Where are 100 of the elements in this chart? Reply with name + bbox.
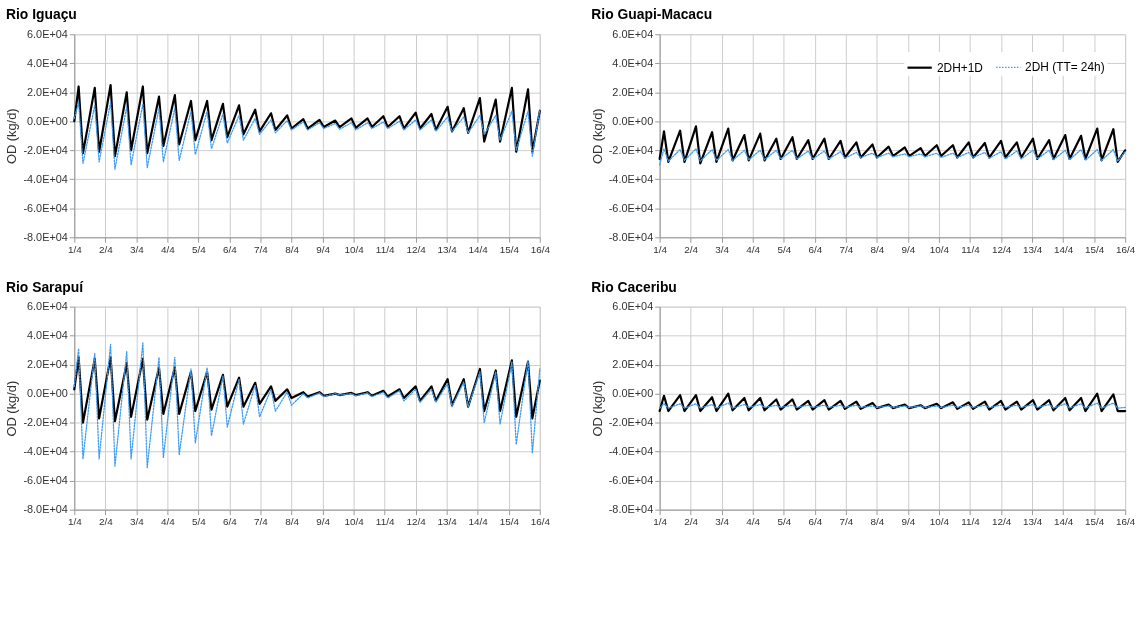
- y-tick-label: 6.0E+04: [27, 27, 68, 40]
- x-tick-label: 10/4: [929, 243, 950, 255]
- y-tick-label: 0.0E+00: [27, 387, 68, 400]
- y-tick-label: 6.0E+04: [27, 300, 68, 313]
- y-tick-label: -6.0E+04: [608, 201, 654, 214]
- y-tick-label: -2.0E+04: [23, 143, 68, 156]
- x-tick-label: 1/4: [67, 243, 83, 255]
- y-tick-label: 2.0E+04: [612, 85, 654, 98]
- y-tick-label: -8.0E+04: [23, 503, 68, 516]
- y-tick-label: 2.0E+04: [612, 358, 654, 371]
- x-tick-label: 16/4: [1116, 243, 1136, 255]
- x-tick-label: 14/4: [1053, 243, 1074, 255]
- x-tick-label: 9/4: [316, 243, 331, 255]
- x-tick-label: 12/4: [991, 243, 1012, 255]
- x-tick-label: 2/4: [684, 243, 699, 255]
- x-tick-label: 9/4: [901, 516, 916, 528]
- x-tick-label: 4/4: [161, 243, 176, 255]
- x-tick-label: 13/4: [437, 243, 458, 255]
- legend-label: 2DH (TT= 24h): [1025, 60, 1105, 75]
- x-tick-label: 12/4: [406, 243, 427, 255]
- x-tick-label: 6/4: [808, 516, 823, 528]
- y-tick-label: 0.0E+00: [612, 387, 654, 400]
- x-tick-label: 4/4: [746, 516, 761, 528]
- x-tick-label: 2/4: [98, 516, 114, 528]
- x-tick-label: 7/4: [254, 516, 269, 528]
- y-tick-label: 6.0E+04: [612, 27, 654, 40]
- legend-label: 2DH+1D: [936, 60, 983, 75]
- y-tick-label: 0.0E+00: [612, 114, 654, 127]
- x-tick-label: 9/4: [901, 243, 916, 255]
- x-tick-label: 3/4: [129, 243, 145, 255]
- x-tick-label: 6/4: [223, 516, 238, 528]
- x-tick-label: 7/4: [839, 516, 854, 528]
- x-tick-label: 13/4: [437, 516, 458, 528]
- y-axis-title: OD (kg/d): [589, 380, 605, 437]
- x-tick-label: 7/4: [839, 243, 854, 255]
- y-axis-title: OD (kg/d): [589, 108, 605, 165]
- x-tick-label: 13/4: [1022, 243, 1043, 255]
- y-tick-label: -6.0E+04: [23, 474, 68, 487]
- y-tick-label: -4.0E+04: [608, 172, 654, 185]
- x-tick-label: 3/4: [715, 243, 730, 255]
- x-tick-label: 16/4: [530, 243, 551, 255]
- x-tick-label: 15/4: [499, 243, 520, 255]
- y-tick-label: -6.0E+04: [608, 474, 654, 487]
- x-tick-label: 15/4: [1084, 243, 1105, 255]
- x-tick-label: 5/4: [777, 516, 792, 528]
- y-axis-title: OD (kg/d): [4, 380, 20, 437]
- x-tick-label: 1/4: [653, 516, 668, 528]
- x-tick-label: 3/4: [715, 516, 730, 528]
- x-tick-label: 4/4: [161, 516, 176, 528]
- x-tick-label: 8/4: [870, 243, 885, 255]
- x-tick-label: 2/4: [98, 243, 114, 255]
- y-tick-label: -8.0E+04: [608, 503, 654, 516]
- x-tick-label: 14/4: [468, 243, 489, 255]
- x-tick-label: 2/4: [684, 516, 699, 528]
- x-tick-label: 6/4: [223, 243, 238, 255]
- y-tick-label: 4.0E+04: [612, 56, 654, 69]
- x-tick-label: 11/4: [375, 516, 395, 528]
- x-tick-label: 15/4: [499, 516, 520, 528]
- chart-title: Rio Caceribu: [591, 278, 677, 295]
- y-axis-title: OD (kg/d): [4, 108, 20, 165]
- x-tick-label: 8/4: [285, 516, 300, 528]
- y-tick-label: -2.0E+04: [23, 416, 68, 429]
- y-tick-label: 6.0E+04: [612, 300, 654, 313]
- x-tick-label: 6/4: [808, 243, 823, 255]
- y-tick-label: -6.0E+04: [23, 201, 68, 214]
- x-tick-label: 1/4: [653, 243, 668, 255]
- y-tick-label: -2.0E+04: [608, 143, 654, 156]
- chart-title: Rio Sarapuí: [5, 278, 85, 295]
- x-tick-label: 10/4: [344, 243, 365, 255]
- x-tick-label: 10/4: [929, 516, 950, 528]
- x-tick-label: 9/4: [316, 516, 331, 528]
- x-tick-label: 11/4: [961, 516, 981, 528]
- x-tick-label: 4/4: [746, 243, 761, 255]
- x-tick-label: 5/4: [192, 516, 207, 528]
- x-tick-label: 13/4: [1022, 516, 1043, 528]
- chart-title: Rio Iguaçu: [5, 6, 77, 23]
- y-tick-label: -4.0E+04: [23, 445, 68, 458]
- y-tick-label: 2.0E+04: [27, 358, 68, 371]
- x-tick-label: 5/4: [192, 243, 207, 255]
- x-tick-label: 7/4: [254, 243, 269, 255]
- x-tick-label: 11/4: [375, 243, 395, 255]
- x-tick-label: 5/4: [777, 243, 792, 255]
- y-tick-label: 4.0E+04: [27, 329, 68, 342]
- y-tick-label: -8.0E+04: [608, 230, 654, 243]
- x-tick-label: 3/4: [129, 516, 145, 528]
- y-tick-label: -8.0E+04: [23, 230, 68, 243]
- x-tick-label: 10/4: [344, 516, 365, 528]
- x-tick-label: 12/4: [991, 516, 1012, 528]
- x-tick-label: 8/4: [285, 243, 300, 255]
- y-tick-label: 0.0E+00: [27, 114, 68, 127]
- y-tick-label: -4.0E+04: [23, 172, 68, 185]
- x-tick-label: 14/4: [1053, 516, 1074, 528]
- y-tick-label: -2.0E+04: [608, 416, 654, 429]
- x-tick-label: 16/4: [530, 516, 551, 528]
- x-tick-label: 14/4: [468, 516, 489, 528]
- x-tick-label: 8/4: [870, 516, 885, 528]
- x-tick-label: 11/4: [961, 243, 981, 255]
- x-tick-label: 1/4: [67, 516, 83, 528]
- y-tick-label: -4.0E+04: [608, 445, 654, 458]
- y-tick-label: 4.0E+04: [27, 56, 68, 69]
